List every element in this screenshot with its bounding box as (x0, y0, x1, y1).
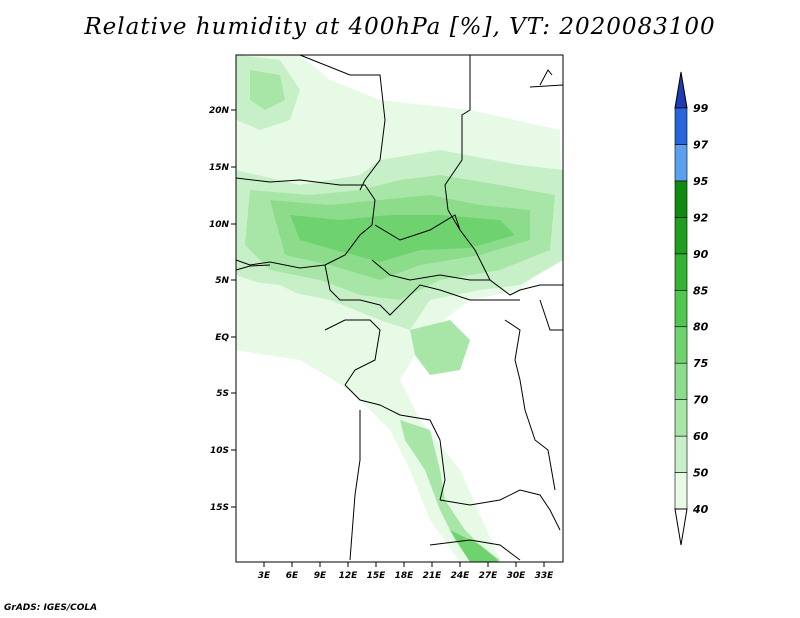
lat-axis: 20N 15N 10N 5N EQ 5S 10S 15S (209, 106, 236, 513)
colorbar-band (674, 107, 688, 145)
colorbar-band (674, 472, 688, 510)
colorbar-band (674, 217, 688, 255)
lon-label-33e: 33E (535, 571, 555, 581)
lon-label-15e: 15E (367, 571, 387, 581)
lat-label-15n: 15N (209, 163, 230, 173)
colorbar-label: 80 (693, 321, 709, 334)
lon-label-24e: 24E (451, 571, 471, 581)
chart-title: Relative humidity at 400hPa [%], VT: 202… (84, 14, 716, 40)
lat-label-15s: 15S (210, 503, 229, 513)
colorbar-label: 99 (693, 102, 709, 115)
colorbar: 40 50 60 70 75 80 85 90 92 95 97 99 (674, 71, 709, 546)
lon-label-21e: 21E (423, 571, 443, 581)
lat-label-5s: 5S (216, 389, 229, 399)
colorbar-band (674, 362, 688, 400)
country-borders (235, 54, 564, 561)
colorbar-bottom-triangle (674, 508, 688, 546)
colorbar-label: 70 (693, 394, 709, 407)
humidity-field (236, 55, 563, 562)
colorbar-band (674, 289, 688, 328)
footer-credit: GrADS: IGES/COLA (4, 603, 98, 613)
lon-label-12e: 12E (339, 571, 359, 581)
lon-axis: 3E 6E 9E 12E 15E 18E 21E 24E 27E 30E 33E (258, 562, 554, 581)
lat-label-eq: EQ (215, 333, 229, 343)
colorbar-label: 40 (692, 503, 709, 516)
colorbar-label: 97 (693, 138, 709, 151)
colorbar-band (674, 144, 688, 182)
colorbar-label: 95 (693, 175, 709, 188)
colorbar-label: 85 (693, 284, 709, 297)
colorbar-label: 50 (693, 467, 709, 480)
lon-label-27e: 27E (479, 571, 499, 581)
colorbar-labels: 40 50 60 70 75 80 85 90 92 95 97 99 (692, 102, 709, 516)
lon-label-3e: 3E (258, 571, 271, 581)
colorbar-band (674, 435, 688, 473)
colorbar-band (674, 326, 688, 364)
colorbar-band (674, 399, 688, 437)
colorbar-top-triangle (674, 71, 688, 109)
colorbar-label: 90 (693, 248, 709, 261)
colorbar-label: 75 (693, 357, 709, 370)
colorbar-band (674, 253, 688, 291)
lat-label-10s: 10S (210, 446, 229, 456)
lon-label-18e: 18E (395, 571, 415, 581)
lon-label-30e: 30E (507, 571, 527, 581)
lon-label-6e: 6E (286, 571, 299, 581)
colorbar-label: 92 (693, 211, 709, 224)
lat-label-5n: 5N (215, 276, 229, 286)
lat-label-20n: 20N (209, 106, 230, 116)
colorbar-label: 60 (693, 430, 709, 443)
colorbar-band (674, 180, 688, 218)
colorbar-segments (674, 107, 688, 510)
lon-label-9e: 9E (314, 571, 327, 581)
lat-label-10n: 10N (209, 220, 230, 230)
map-frame (235, 54, 564, 563)
